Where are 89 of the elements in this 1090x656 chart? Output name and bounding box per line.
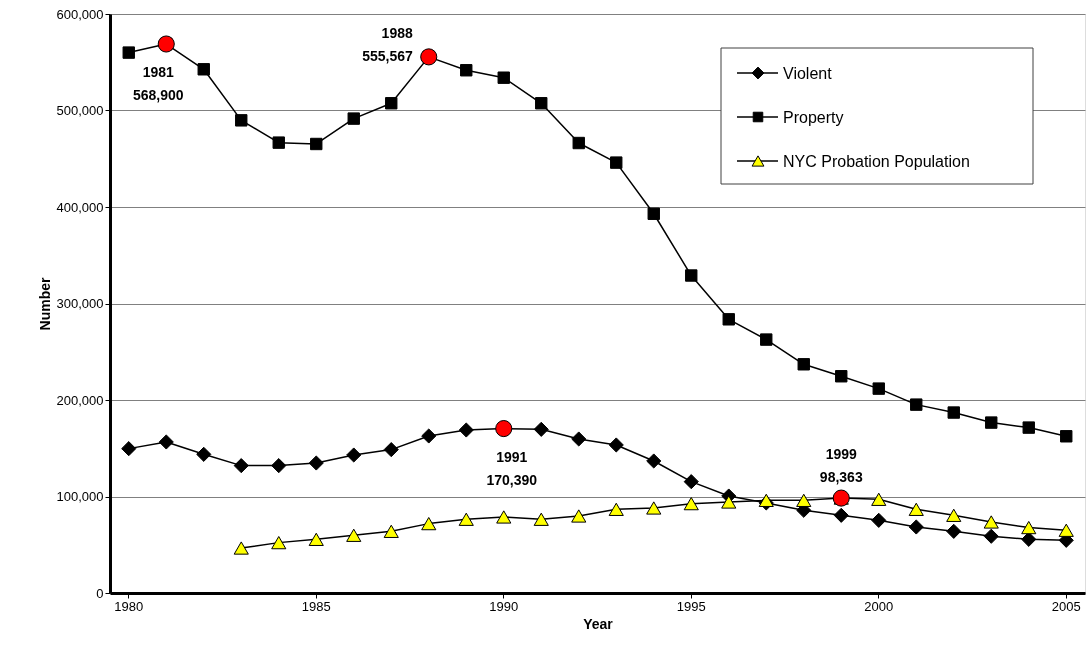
point — [235, 114, 248, 127]
y-tick-label: 300,000 — [56, 296, 104, 311]
point — [458, 512, 474, 526]
point — [271, 536, 287, 550]
point — [308, 532, 324, 546]
legend-label: NYC Probation Population — [783, 153, 970, 170]
point — [272, 136, 285, 149]
point — [610, 156, 623, 169]
point — [497, 71, 510, 84]
point — [983, 528, 999, 544]
point — [121, 441, 137, 457]
x-tick-label: 1995 — [676, 598, 706, 614]
point — [1058, 523, 1074, 537]
y-tick-label: 400,000 — [56, 199, 104, 215]
point — [646, 453, 662, 469]
annotation: 1988 555,567 — [362, 24, 413, 64]
point — [1021, 531, 1037, 547]
point — [683, 474, 699, 490]
y-tick-label: 100,000 — [56, 489, 104, 504]
point — [722, 313, 735, 326]
point — [608, 502, 624, 516]
point — [872, 382, 885, 395]
point — [572, 136, 585, 150]
point — [458, 422, 474, 438]
point — [683, 497, 699, 511]
point — [533, 421, 549, 437]
legend-label: Property — [783, 109, 844, 126]
point — [946, 508, 962, 522]
point — [985, 416, 998, 429]
annotation: 1991 170,390 — [486, 448, 538, 488]
point — [196, 446, 212, 462]
point — [797, 358, 810, 371]
y-tick-label: 600,000 — [56, 6, 104, 22]
point — [197, 63, 210, 76]
y-axis-title: Number — [36, 277, 53, 331]
point — [646, 501, 662, 515]
point — [1022, 421, 1035, 434]
point — [571, 509, 587, 523]
point — [421, 516, 437, 531]
point — [947, 406, 960, 419]
point — [910, 398, 923, 411]
point — [421, 428, 437, 444]
point — [647, 207, 660, 220]
point — [871, 492, 887, 506]
point — [835, 370, 848, 383]
point — [310, 137, 323, 151]
point — [685, 269, 698, 282]
point — [346, 447, 362, 463]
point — [721, 495, 737, 509]
y-tick-label: 0 — [96, 585, 104, 601]
x-tick-label: 1980 — [114, 598, 144, 614]
point — [983, 515, 999, 529]
point — [122, 46, 135, 59]
point — [308, 455, 324, 471]
point — [533, 512, 549, 526]
point — [1021, 520, 1037, 535]
point — [535, 97, 548, 110]
point — [871, 512, 887, 528]
point — [758, 493, 774, 507]
point — [796, 493, 812, 507]
x-tick-label: 2000 — [864, 598, 894, 614]
annotation: 1999 98,363 — [819, 446, 863, 486]
point — [496, 510, 512, 524]
point — [347, 112, 360, 125]
y-tick-label: 500,000 — [56, 103, 104, 118]
legend-label: Violent — [783, 65, 833, 82]
y-tick-label: 200,000 — [56, 392, 104, 408]
x-tick-label: 1985 — [301, 598, 331, 614]
point — [233, 458, 249, 474]
point — [908, 519, 924, 535]
x-axis-title: Year — [583, 615, 614, 632]
annotation: 1981 568,900 — [132, 64, 184, 104]
point — [833, 507, 849, 523]
point — [271, 458, 287, 474]
point — [608, 437, 624, 453]
point — [760, 333, 773, 346]
point — [346, 528, 362, 542]
point — [233, 541, 249, 555]
point — [908, 502, 924, 516]
point — [460, 64, 473, 77]
point — [385, 97, 398, 110]
point — [383, 524, 399, 538]
point — [383, 442, 399, 458]
x-tick-label: 1990 — [489, 598, 519, 614]
x-tick-label: 2005 — [1051, 598, 1081, 614]
point — [946, 523, 962, 539]
point — [1060, 430, 1073, 443]
point — [158, 434, 174, 450]
point — [571, 431, 587, 447]
